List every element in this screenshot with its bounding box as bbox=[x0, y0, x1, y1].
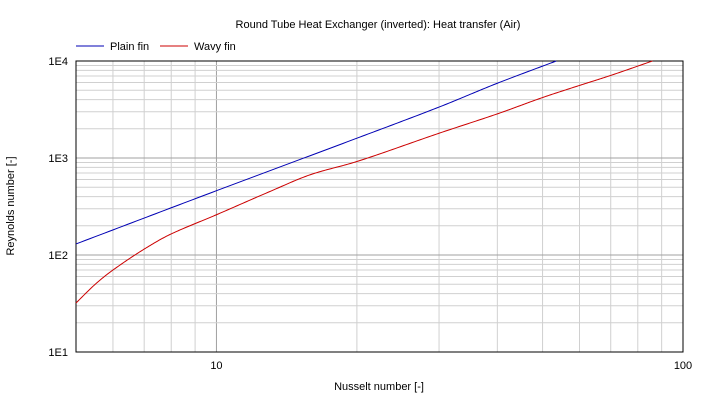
legend: Plain fin Wavy fin bbox=[76, 41, 236, 53]
chart-title: Round Tube Heat Exchanger (inverted): He… bbox=[236, 19, 521, 31]
series-line-wavy-fin bbox=[75, 60, 653, 304]
legend-label-plain-fin: Plain fin bbox=[110, 41, 149, 53]
tick-labels: 10 100 1E1 1E2 1E3 1E4 bbox=[48, 56, 692, 372]
grid bbox=[76, 61, 683, 352]
y-tick-label: 1E4 bbox=[48, 56, 68, 68]
y-tick-label: 1E3 bbox=[48, 153, 68, 165]
y-axis-label: Reynolds number [-] bbox=[5, 156, 17, 255]
y-tick-label: 1E2 bbox=[48, 250, 68, 262]
series-layer bbox=[75, 60, 653, 304]
legend-label-wavy-fin: Wavy fin bbox=[194, 41, 236, 53]
y-tick-label: 1E1 bbox=[48, 347, 68, 359]
series-line-plain-fin bbox=[75, 60, 557, 245]
x-axis-label: Nusselt number [-] bbox=[334, 381, 424, 393]
x-tick-label: 10 bbox=[210, 360, 222, 372]
x-tick-label: 100 bbox=[674, 360, 692, 372]
plot-area bbox=[75, 60, 684, 353]
